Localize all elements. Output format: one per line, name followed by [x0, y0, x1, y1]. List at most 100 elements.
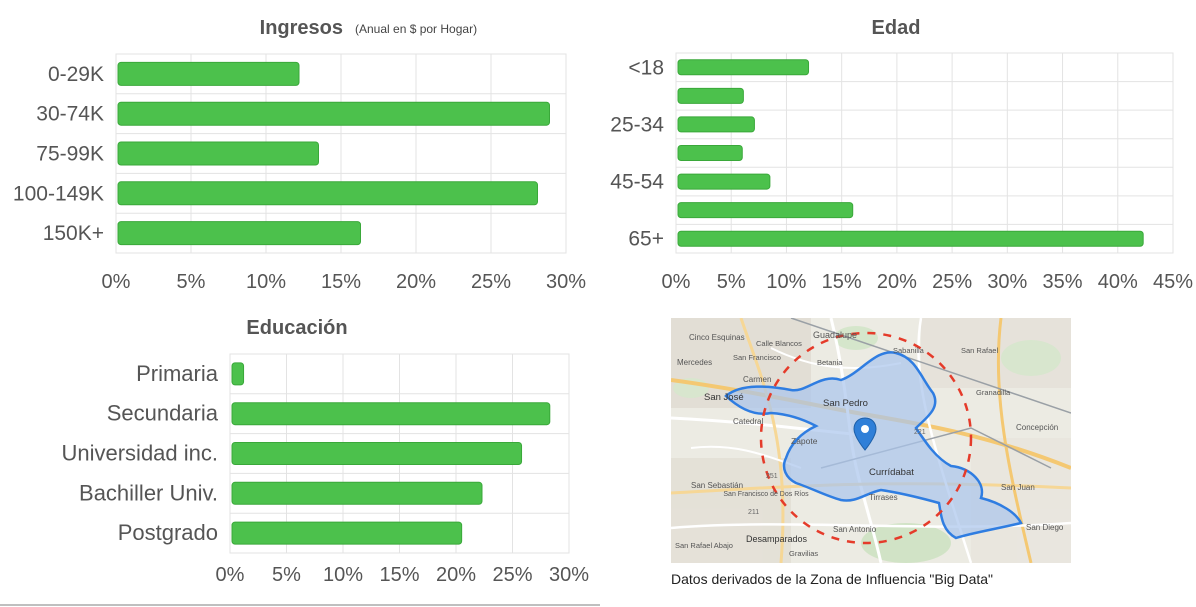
y-category-label: 100-149K	[13, 182, 104, 205]
y-category-label: Primaria	[136, 361, 219, 386]
x-tick-label: 20%	[877, 271, 917, 293]
y-category-label: Secundaria	[107, 401, 219, 426]
map-label: San Pedro	[823, 398, 868, 409]
x-tick-label: 5%	[177, 271, 206, 293]
map-label: San Diego	[1026, 523, 1064, 532]
ingresos-plot: 0% 5% 10% 15% 20% 25% 30% 0-29K 30-74K 75-99K 100-…	[13, 53, 586, 293]
road-number: 211	[748, 509, 759, 516]
location-pin-icon[interactable]	[853, 417, 877, 451]
influence-map[interactable]: Cinco Esquinas Guadalupe Calle Blancos M…	[671, 318, 1071, 563]
y-category-label: 45-54	[610, 171, 664, 194]
bar[interactable]	[231, 402, 551, 426]
map-label: San Francisco	[733, 353, 781, 362]
bar[interactable]	[231, 442, 523, 465]
x-tick-label: 25%	[471, 271, 511, 293]
map-label: Concepción	[1016, 423, 1058, 432]
x-tick-label: 30%	[546, 271, 586, 293]
bar[interactable]	[677, 230, 1144, 247]
x-tick-label: 20%	[436, 564, 476, 586]
map-label: San Antonio	[833, 525, 877, 534]
map-label: Cinco Esquinas	[689, 333, 745, 342]
map-label: San Rafael Abajo	[675, 541, 733, 550]
x-tick-label: 10%	[766, 271, 806, 293]
x-tick-label: 10%	[246, 271, 286, 293]
x-tick-label: 0%	[216, 564, 245, 586]
x-tick-label: 25%	[492, 564, 532, 586]
x-tick-label: 40%	[1098, 271, 1138, 293]
x-tick-label: 35%	[1043, 271, 1083, 293]
y-category-label: 30-74K	[36, 103, 104, 126]
chart-title: Ingresos	[260, 17, 343, 39]
edad-chart: Edad 0% 5% 10% 15% 20% 25% 30% 35% 40% 45% <18 25-3…	[610, 17, 1193, 293]
y-category-label: Bachiller Univ.	[79, 480, 218, 505]
map-label: Granadilla	[976, 388, 1011, 397]
map-label: Catedral	[733, 417, 763, 426]
x-tick-label: 20%	[396, 271, 436, 293]
y-category-label: Universidad inc.	[61, 441, 218, 466]
map-label: Tirrases	[869, 493, 898, 502]
x-tick-label: 15%	[822, 271, 862, 293]
bar[interactable]	[677, 116, 755, 133]
bar[interactable]	[677, 87, 744, 104]
bar[interactable]	[117, 101, 550, 126]
bar[interactable]	[231, 362, 245, 386]
map-label: Desamparados	[746, 534, 808, 544]
map-label: Carmen	[743, 375, 771, 384]
divider	[0, 604, 600, 606]
bar[interactable]	[117, 221, 361, 246]
map-label: Guadalupe	[813, 330, 857, 340]
bar[interactable]	[231, 521, 463, 545]
x-tick-label: 30%	[987, 271, 1027, 293]
map-label: San Juan	[1001, 483, 1035, 492]
map-label: Zapote	[791, 436, 818, 446]
map-label: Calle Blancos	[756, 339, 802, 348]
map-label: San Rafael	[961, 346, 998, 355]
map-label: Sabanilla	[893, 346, 925, 355]
bar[interactable]	[677, 173, 771, 190]
map-label: Betania	[817, 358, 843, 367]
map-label: Gravilias	[789, 549, 818, 558]
x-tick-label: 15%	[321, 271, 361, 293]
map-label: San Sebastián	[691, 481, 743, 490]
map-label: San Francisco de Dos Ríos	[723, 491, 809, 498]
road-number: 221	[914, 429, 926, 436]
edad-plot: 0% 5% 10% 15% 20% 25% 30% 35% 40% 45% <18 25-34 45-5…	[610, 52, 1193, 293]
x-tick-label: 30%	[549, 564, 589, 586]
y-category-label: 150K+	[43, 222, 104, 245]
x-tick-label: 15%	[379, 564, 419, 586]
influence-zone	[724, 351, 1023, 540]
x-tick-label: 5%	[717, 271, 746, 293]
educacion-chart: Educación 0% 5% 10% 15% 20% 25% 30% Primaria Sec…	[61, 317, 589, 586]
y-category-label: 25-34	[610, 113, 664, 136]
chart-title: Educación	[246, 317, 347, 339]
map-terrain	[671, 318, 1071, 563]
bar[interactable]	[677, 59, 810, 76]
y-category-label: 0-29K	[48, 63, 104, 86]
x-tick-label: 5%	[272, 564, 301, 586]
chart-subtitle: (Anual en $ por Hogar)	[355, 22, 477, 36]
bar[interactable]	[117, 181, 538, 206]
bar[interactable]	[117, 141, 319, 166]
y-category-label: 75-99K	[36, 143, 104, 166]
bar[interactable]	[231, 481, 483, 505]
x-tick-label: 45%	[1153, 271, 1193, 293]
educacion-plot: 0% 5% 10% 15% 20% 25% 30% Primaria Secundaria Uni…	[61, 353, 589, 586]
bar[interactable]	[677, 145, 743, 161]
road-number: 251	[766, 473, 778, 480]
x-tick-label: 10%	[323, 564, 363, 586]
map-caption: Datos derivados de la Zona de Influencia…	[671, 571, 994, 587]
x-tick-label: 0%	[102, 271, 131, 293]
y-category-label: <18	[628, 56, 664, 79]
y-category-label: 65+	[628, 228, 664, 251]
plot-frame	[675, 52, 1174, 254]
influence-ring	[759, 331, 973, 545]
map-label: Mercedes	[677, 358, 712, 367]
map-labels: Cinco Esquinas Guadalupe Calle Blancos M…	[675, 330, 1064, 558]
x-tick-label: 25%	[932, 271, 972, 293]
y-category-label: Postgrado	[118, 520, 218, 545]
ingresos-chart: Ingresos (Anual en $ por Hogar) 0% 5% 10% 1…	[13, 17, 586, 293]
bar[interactable]	[677, 202, 854, 219]
map-label: Currídabat	[869, 467, 914, 478]
bar[interactable]	[117, 61, 300, 86]
x-tick-label: 0%	[662, 271, 691, 293]
